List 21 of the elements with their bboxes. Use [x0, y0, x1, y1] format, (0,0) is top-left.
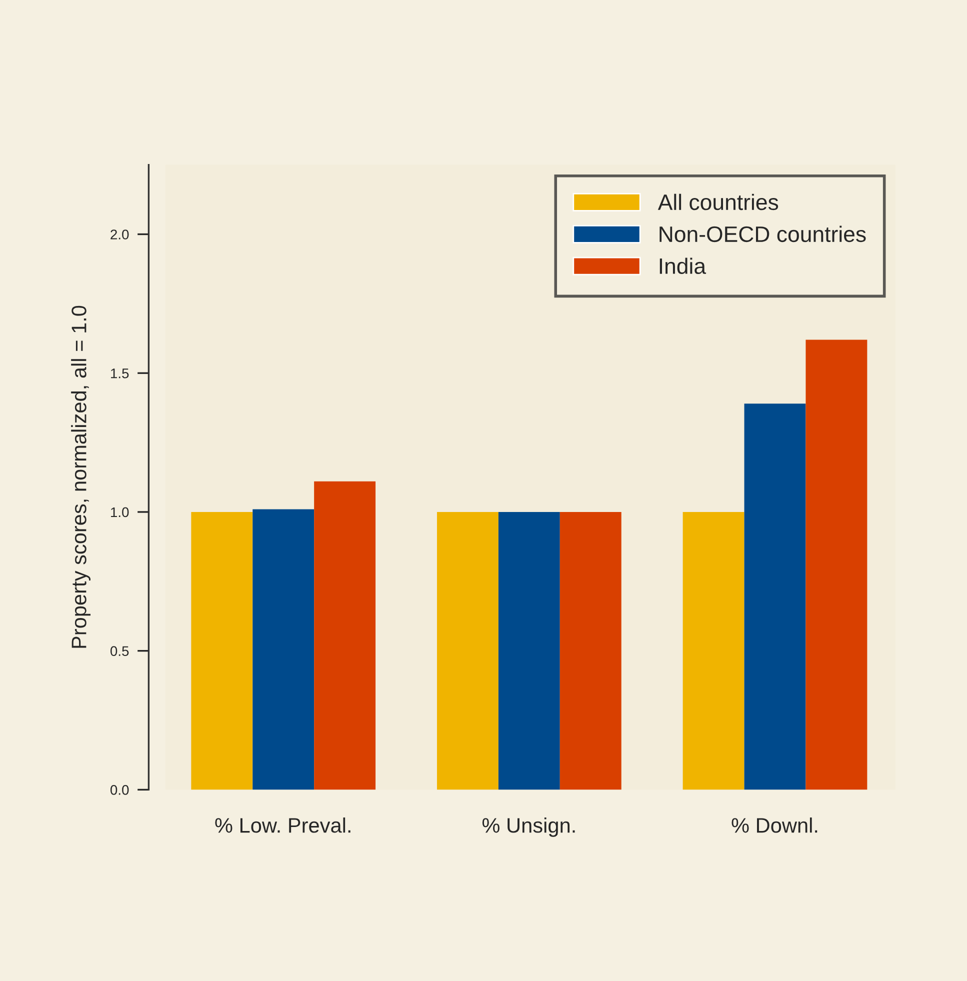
x-tick-label: % Downl. — [732, 817, 818, 833]
bar — [252, 509, 314, 790]
x-tick-label: % Low. Preval. — [215, 817, 350, 833]
bar — [806, 340, 868, 790]
legend-label: Non-OECD countries — [660, 226, 866, 242]
legend-label: All countries — [658, 194, 778, 210]
bar — [560, 512, 622, 790]
legend-label: India — [660, 258, 706, 274]
bar — [744, 404, 806, 790]
y-axis-title: Property scores, normalized, all = 1.0 — [71, 306, 90, 648]
bar — [436, 512, 498, 790]
x-tick-label: % Unsign. — [482, 817, 575, 837]
bar — [191, 512, 253, 790]
y-tick-label: 1.0 — [111, 507, 129, 518]
bar — [314, 481, 376, 790]
bar — [682, 512, 744, 790]
y-tick-label: 1.5 — [111, 368, 129, 378]
y-tick-label: 0.0 — [110, 785, 129, 795]
bar — [498, 512, 560, 790]
y-tick-label: 0.5 — [110, 646, 129, 656]
y-tick-label: 2.0 — [110, 230, 129, 240]
